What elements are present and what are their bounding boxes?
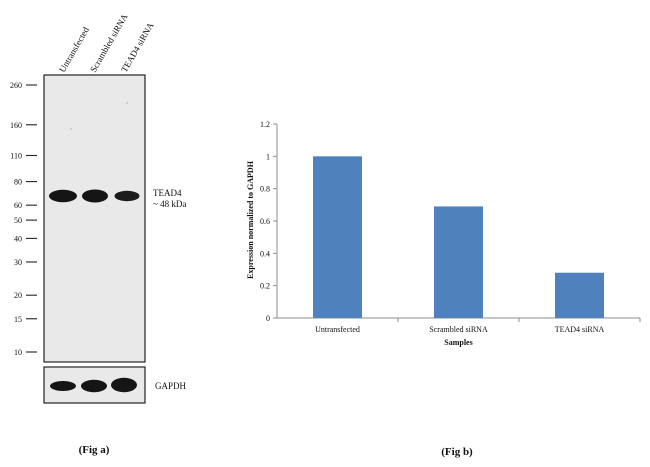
bar-chart-figure: Expression normalized to GAPDH 0 0.2 0.4 0.… xyxy=(246,120,641,458)
lane-labels: Untransfected Scrambled siRNA TEAD4 siRN… xyxy=(57,12,156,74)
lane-label-tead4-sirna: TEAD4 siRNA xyxy=(119,20,156,74)
gapdh-band-untransfected xyxy=(50,381,76,391)
tead4-band-tead4-sirna xyxy=(114,190,140,202)
tead4-blot-panel xyxy=(43,74,146,363)
mw-marker-label: 15 xyxy=(14,315,22,324)
y-tick-label: 0.4 xyxy=(260,249,270,258)
x-tick-label: Untransfected xyxy=(315,325,360,334)
bar xyxy=(555,272,604,318)
fig-a-caption: (Fig a) xyxy=(79,444,110,456)
mw-marker-label: 20 xyxy=(14,291,22,300)
mw-marker-label: 110 xyxy=(10,151,22,160)
bar xyxy=(313,156,362,318)
mw-marker-label: 40 xyxy=(14,234,22,243)
fig-b-caption: (Fig b) xyxy=(441,446,473,458)
gapdh-label: GAPDH xyxy=(155,381,187,391)
y-axis-ticks: 0 0.2 0.4 0.6 0.8 1 1.2 xyxy=(260,120,277,323)
western-blot-figure: Untransfected Scrambled siRNA TEAD4 siRN… xyxy=(10,12,187,456)
x-tick-label: Scrambled siRNA xyxy=(429,325,488,334)
y-axis-label: Expression normalized to GAPDH xyxy=(246,160,255,279)
gapdh-band-tead4-sirna xyxy=(111,377,137,393)
gapdh-bands xyxy=(50,377,137,393)
y-tick-label: 0.2 xyxy=(260,282,270,291)
y-tick-label: 1.2 xyxy=(260,120,270,129)
mw-marker-label: 160 xyxy=(10,121,22,130)
y-tick-label: 0 xyxy=(266,314,270,323)
bar xyxy=(434,206,483,318)
tead4-size-label: ~ 48 kDa xyxy=(153,199,186,209)
bars xyxy=(313,156,604,318)
mw-marker-label: 80 xyxy=(14,178,22,187)
mw-marker-label: 260 xyxy=(10,81,22,90)
y-tick-label: 0.8 xyxy=(260,185,270,194)
mw-marker-label: 50 xyxy=(14,216,22,225)
x-axis-label: Samples xyxy=(444,338,472,347)
mw-marker-label: 30 xyxy=(14,258,22,267)
mw-marker-label: 10 xyxy=(14,348,22,357)
lane-label-untransfected: Untransfected xyxy=(57,25,91,74)
y-tick-label: 1 xyxy=(266,152,270,161)
x-axis-ticks: Untransfected Scrambled siRNA TEAD4 siRNA xyxy=(315,318,641,334)
y-tick-label: 0.6 xyxy=(260,217,270,226)
blot-speck xyxy=(126,102,128,104)
tead4-band-untransfected xyxy=(49,189,77,203)
gapdh-band-scrambled-sirna xyxy=(81,379,107,393)
tead4-target-label: TEAD4 xyxy=(153,188,182,198)
x-tick-label: TEAD4 siRNA xyxy=(555,325,605,334)
blot-speck xyxy=(70,128,72,130)
tead4-band-scrambled-sirna xyxy=(82,189,108,203)
tead4-bands xyxy=(49,189,140,203)
mw-marker-label: 60 xyxy=(14,201,22,210)
mw-marker-ladder: 260 160 110 80 60 50 40 30 20 15 10 xyxy=(10,81,37,357)
